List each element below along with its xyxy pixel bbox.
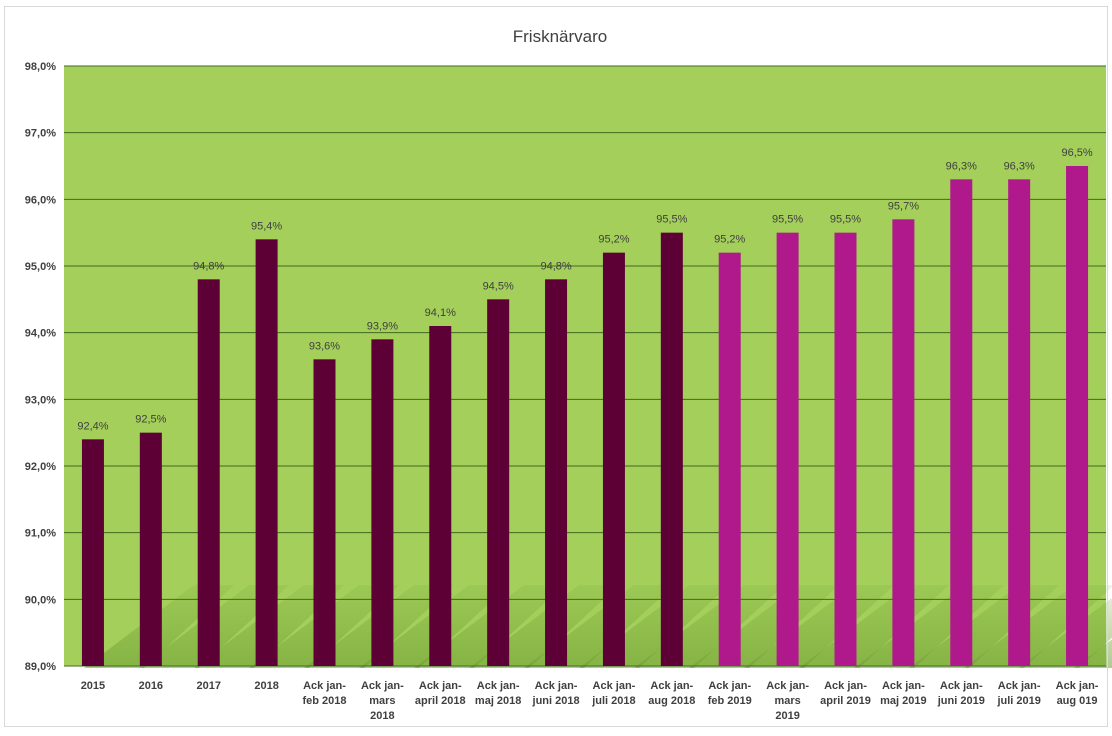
x-tick-label: Ack jan- — [650, 680, 693, 692]
bar — [892, 219, 915, 667]
bar-value-label: 96,5% — [1061, 147, 1092, 159]
y-tick-label: 97,0% — [25, 128, 56, 140]
bar-value-label: 95,2% — [598, 234, 629, 246]
x-tick-label: 2016 — [139, 680, 163, 692]
bar — [545, 279, 568, 666]
y-tick-label: 92,0% — [25, 461, 56, 473]
x-tick-label: Ack jan- — [361, 680, 404, 692]
x-tick-label: feb 2018 — [302, 695, 346, 707]
y-tick-label: 89,0% — [25, 661, 56, 673]
bar — [718, 252, 741, 666]
bar — [255, 239, 278, 667]
x-tick-label: aug 2018 — [648, 695, 695, 707]
bar — [776, 232, 799, 666]
x-tick-label: Ack jan- — [593, 680, 636, 692]
x-tick-label: 2019 — [775, 710, 799, 722]
bar-value-label: 95,5% — [830, 214, 861, 226]
chart-frame — [4, 6, 1108, 727]
bar — [602, 252, 625, 666]
bar — [139, 432, 162, 666]
bar-value-label: 95,4% — [251, 220, 282, 232]
bar-value-label: 94,1% — [425, 307, 456, 319]
bar — [1008, 179, 1031, 667]
x-tick-label: juli 2019 — [996, 695, 1040, 707]
bar — [950, 179, 973, 667]
bar-value-label: 94,8% — [540, 260, 571, 272]
background-stripe — [1019, 597, 1112, 668]
bar-value-label: 96,3% — [1004, 160, 1035, 172]
bar — [1066, 166, 1089, 666]
bar-value-label: 95,7% — [888, 200, 919, 212]
x-tick-label: mars — [774, 695, 800, 707]
bar-value-label: 94,5% — [483, 280, 514, 292]
x-tick-label: Ack jan- — [882, 680, 925, 692]
bar-value-label: 92,5% — [135, 414, 166, 426]
x-tick-label: 2018 — [370, 710, 394, 722]
x-tick-label: juli 2018 — [591, 695, 635, 707]
bar — [660, 232, 683, 666]
bar-value-label: 93,6% — [309, 340, 340, 352]
x-tick-label: Ack jan- — [940, 680, 983, 692]
bar — [429, 326, 452, 666]
bar-value-label: 92,4% — [77, 420, 108, 432]
y-tick-label: 91,0% — [25, 528, 56, 540]
x-tick-label: maj 2018 — [475, 695, 521, 707]
x-tick-label: april 2019 — [820, 695, 871, 707]
bar — [487, 299, 510, 666]
x-tick-label: Ack jan- — [998, 680, 1041, 692]
y-tick-label: 93,0% — [25, 394, 56, 406]
x-tick-label: juni 2019 — [937, 695, 985, 707]
x-tick-label: april 2018 — [415, 695, 466, 707]
plot-area — [64, 66, 1106, 666]
x-tick-label: 2015 — [81, 680, 105, 692]
y-tick-label: 94,0% — [25, 328, 56, 340]
x-tick-label: Ack jan- — [303, 680, 346, 692]
x-tick-label: Ack jan- — [535, 680, 578, 692]
y-tick-label: 98,0% — [25, 61, 56, 73]
bar — [313, 359, 336, 666]
x-tick-label: Ack jan- — [766, 680, 809, 692]
y-tick-label: 96,0% — [25, 194, 56, 206]
bar-value-label: 95,2% — [714, 234, 745, 246]
x-tick-label: Ack jan- — [708, 680, 751, 692]
bar — [371, 339, 394, 666]
bar-value-label: 95,5% — [772, 214, 803, 226]
bar — [197, 279, 220, 666]
bar-value-label: 94,8% — [193, 260, 224, 272]
y-tick-label: 95,0% — [25, 261, 56, 273]
y-tick-label: 90,0% — [25, 594, 56, 606]
x-tick-label: aug 019 — [1057, 695, 1098, 707]
chart-title: Frisknärvaro — [513, 27, 607, 46]
bar — [81, 439, 104, 666]
bar-value-label: 93,9% — [367, 320, 398, 332]
x-tick-label: Ack jan- — [824, 680, 867, 692]
x-tick-label: juni 2018 — [532, 695, 580, 707]
x-tick-label: Ack jan- — [419, 680, 462, 692]
x-tick-label: Ack jan- — [477, 680, 520, 692]
x-tick-label: Ack jan- — [1056, 680, 1099, 692]
x-tick-label: maj 2019 — [880, 695, 926, 707]
x-tick-label: mars — [369, 695, 395, 707]
x-tick-label: 2017 — [196, 680, 220, 692]
x-tick-label: feb 2019 — [708, 695, 752, 707]
bar-value-label: 95,5% — [656, 214, 687, 226]
bar-value-label: 96,3% — [946, 160, 977, 172]
bar — [834, 232, 857, 666]
x-tick-label: 2018 — [254, 680, 278, 692]
